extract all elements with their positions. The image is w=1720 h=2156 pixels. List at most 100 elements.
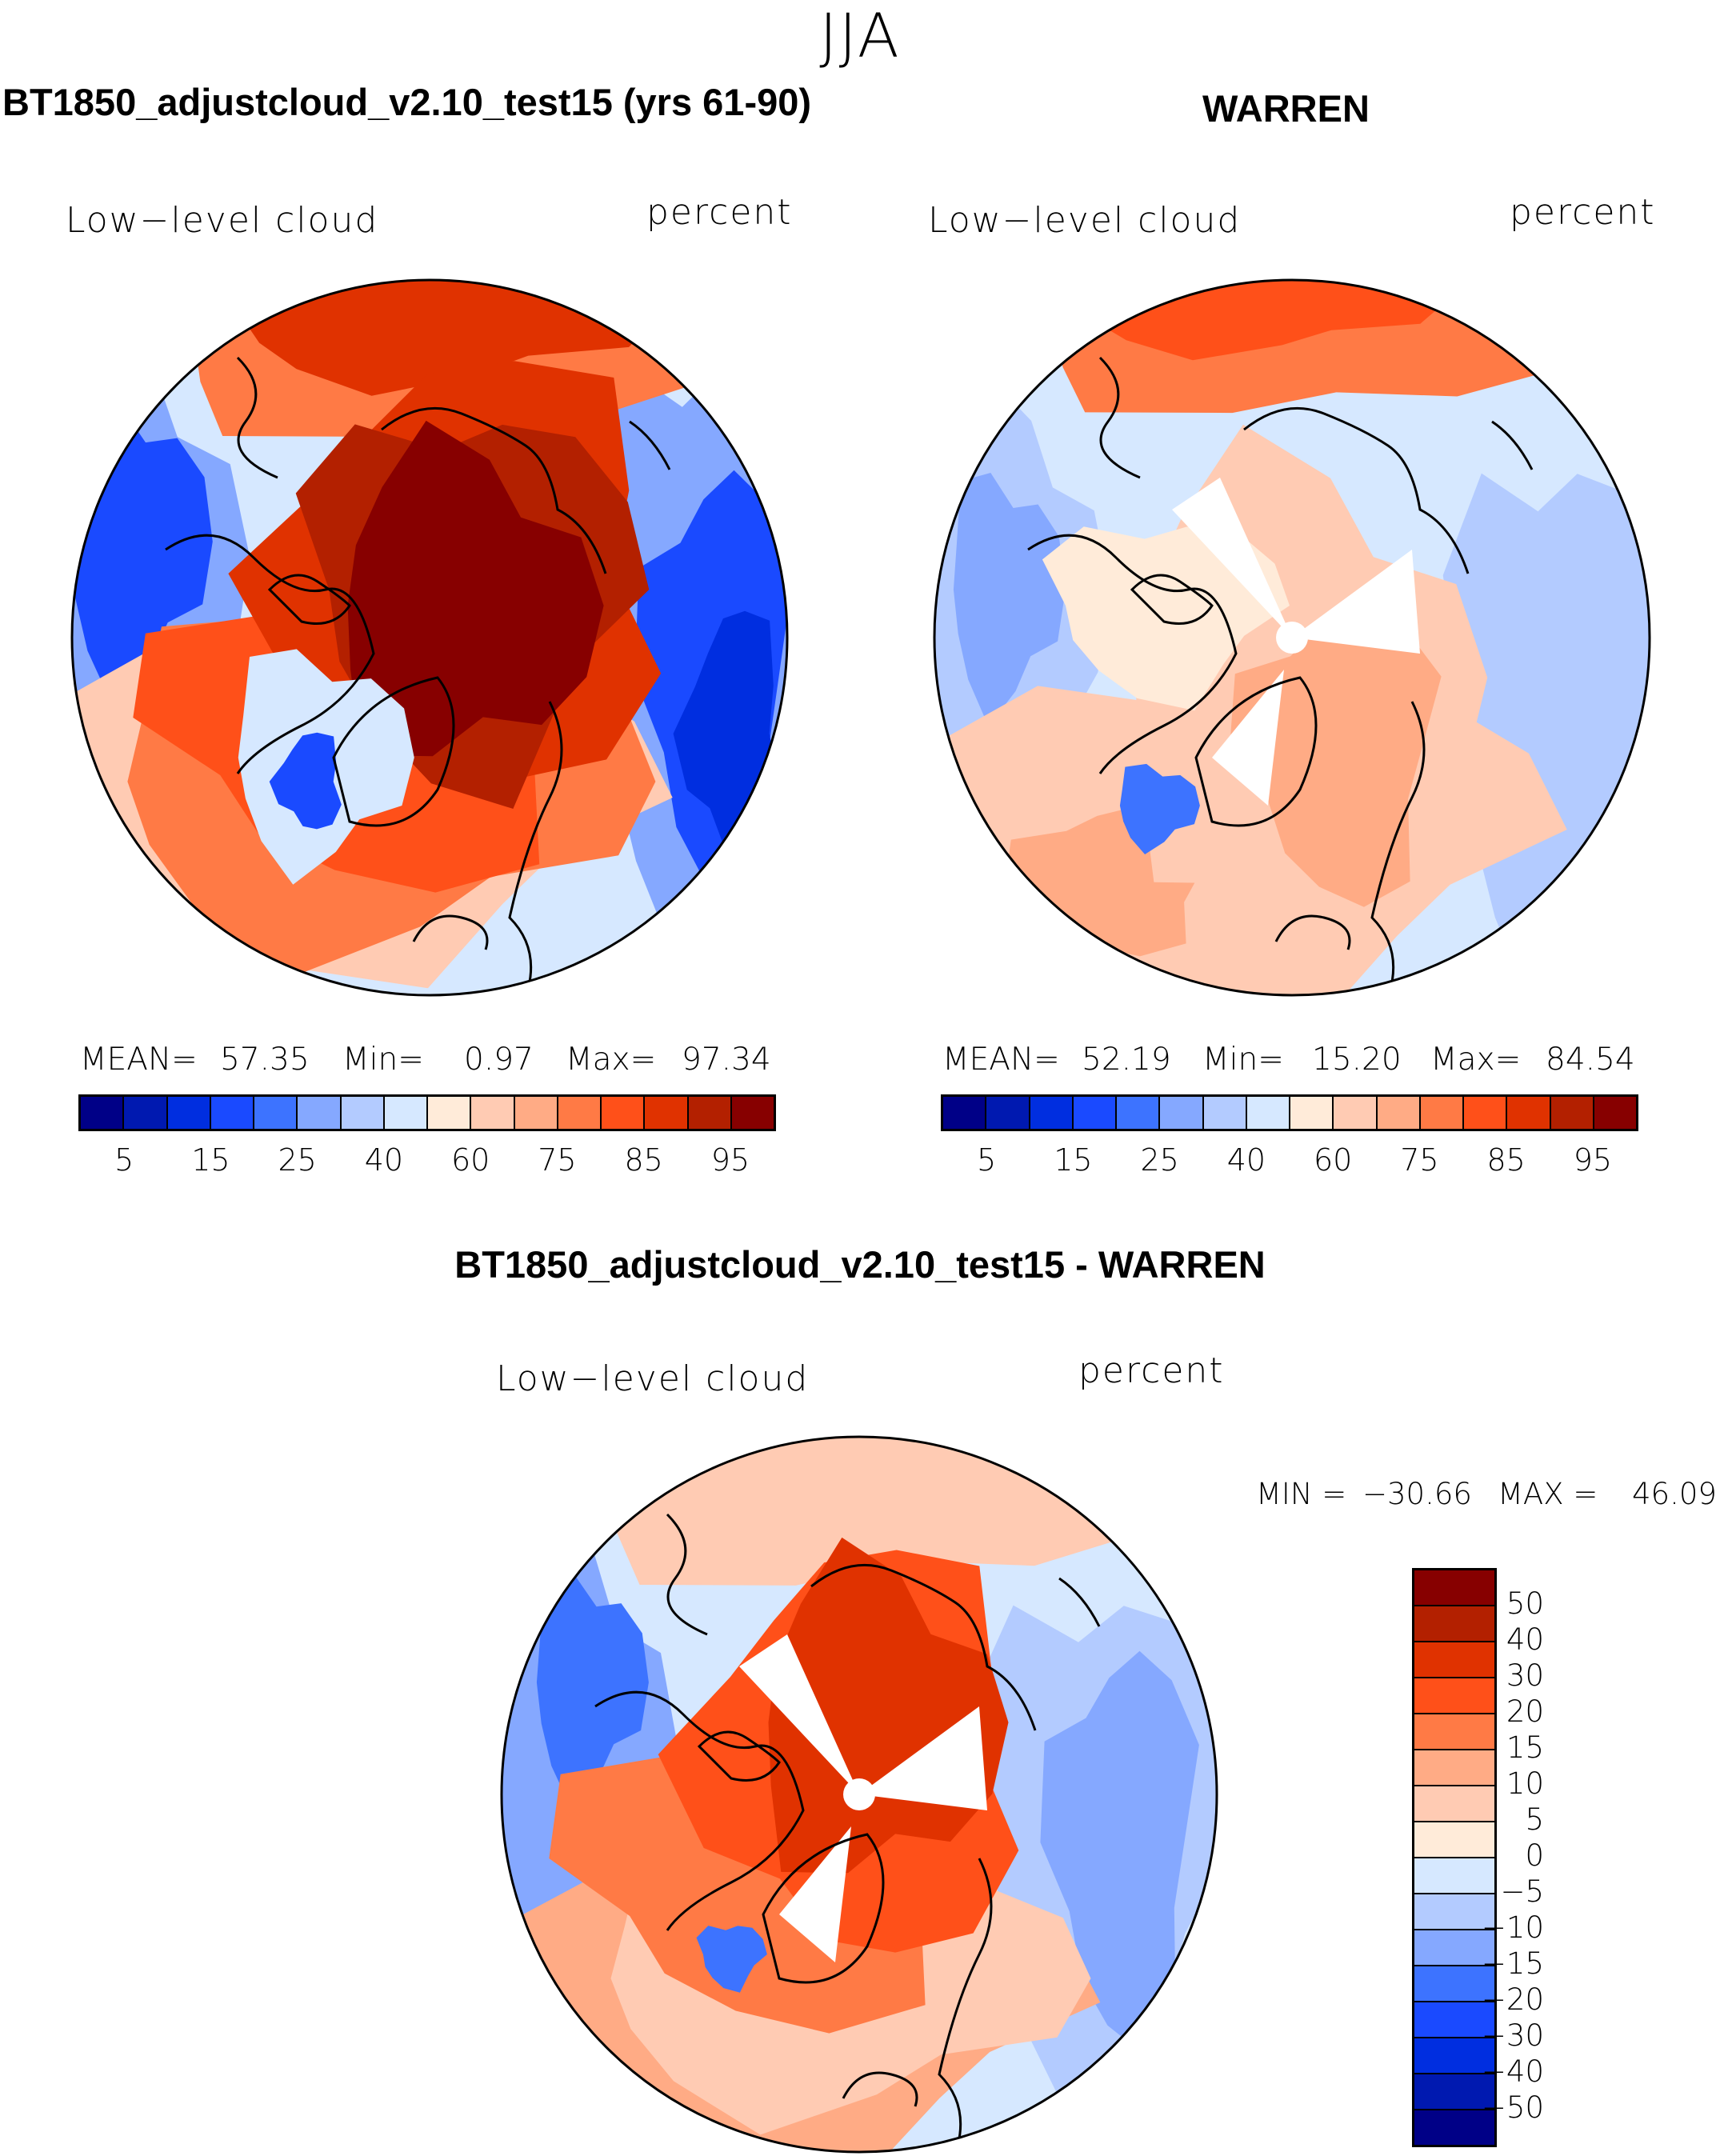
colorbar-swatch [1290, 1097, 1334, 1129]
colorbar-swatch [81, 1097, 125, 1129]
colorbar-swatch [1507, 1097, 1551, 1129]
panel3-min-value: −30.66 [1362, 1477, 1472, 1511]
colorbar-tick-label: 40 [364, 1142, 404, 1178]
panel2-variable-label: Low−level cloud [928, 200, 1242, 241]
colorbar-swatch [428, 1097, 472, 1129]
colorbar-swatch [1414, 1858, 1494, 1894]
coastline [332, 676, 455, 827]
colorbar-tick-label: 95 [710, 1142, 750, 1178]
panel1-max-value: 97.34 [682, 1042, 771, 1078]
colorbar-swatch [167, 1097, 211, 1129]
contour-region [1040, 1650, 1199, 2053]
colorbar-tick-label: −15 [1481, 1946, 1544, 1981]
colorbar-swatch [1203, 1097, 1247, 1129]
colorbar-swatch [645, 1097, 689, 1129]
colorbar-swatch [731, 1097, 774, 1129]
colorbar-swatch [1594, 1097, 1636, 1129]
coastline [1194, 676, 1318, 827]
colorbar-swatch [1246, 1097, 1290, 1129]
panel1-min-value: 0.97 [464, 1042, 534, 1078]
colorbar-tick-label: 5 [977, 1142, 997, 1178]
contour-region [536, 1574, 649, 1810]
colorbar-swatch [688, 1097, 732, 1129]
colorbar-swatch [1414, 1606, 1494, 1642]
contour-region [953, 473, 1066, 726]
missing-data-mask [859, 1706, 987, 1810]
panel1-variable-label: Low−level cloud [66, 200, 379, 241]
panel2-mean-label: MEAN= [942, 1042, 1060, 1078]
colorbar-tick-label: −5 [1500, 1874, 1544, 1909]
colorbar-swatch [1030, 1097, 1074, 1129]
coastline [629, 420, 671, 470]
coastline [412, 914, 489, 950]
panel3-units-label: percent [1078, 1350, 1225, 1391]
pole-mask [843, 1778, 875, 1810]
colorbar-swatch [341, 1097, 385, 1129]
figure-season-title: JJA [819, 0, 901, 71]
colorbar-tick-label: −30 [1481, 2018, 1544, 2053]
colorbar-tick-label: 10 [1506, 1766, 1544, 1801]
colorbar-swatch [1414, 1930, 1494, 1966]
map-boundary [500, 1435, 1218, 2154]
colorbar-tick-label: 20 [1506, 1694, 1544, 1729]
colorbar-tick-label: 15 [1506, 1730, 1544, 1765]
colorbar-swatch [1550, 1097, 1594, 1129]
colorbar-swatch [943, 1097, 987, 1129]
panel3-max-label: MAX = [1498, 1477, 1598, 1511]
colorbar-swatch [986, 1097, 1030, 1129]
panel1-colorbar [78, 1094, 776, 1131]
contour-region [347, 420, 604, 757]
panel1-max-label: Max= [566, 1042, 657, 1078]
colorbar-swatch [558, 1097, 602, 1129]
panel3-max-value: 46.09 [1632, 1477, 1717, 1511]
coastline [1274, 914, 1351, 950]
contour-fill-group [72, 280, 787, 995]
map-boundary [933, 278, 1651, 997]
colorbar-tick-label: 30 [1506, 1658, 1544, 1693]
colorbar-tick-label: 40 [1226, 1142, 1266, 1178]
contour-region [269, 732, 342, 830]
coastline [267, 574, 351, 625]
colorbar-swatch [384, 1097, 428, 1129]
panel2-min-label: Min= [1202, 1042, 1284, 1078]
panel2-title: WARREN [1202, 87, 1370, 130]
colorbar-swatch [1420, 1097, 1464, 1129]
colorbar-swatch [1414, 2074, 1494, 2110]
colorbar-tick-label: 40 [1506, 1622, 1544, 1657]
coastline [1058, 1577, 1101, 1627]
contour-region [1442, 473, 1650, 995]
colorbar-tick-label: 15 [191, 1142, 230, 1178]
missing-data-mask [1212, 670, 1284, 806]
colorbar-swatch [514, 1097, 558, 1129]
panel2-max-label: Max= [1430, 1042, 1522, 1078]
colorbar-swatch [1334, 1097, 1378, 1129]
colorbar-tick-label: 75 [538, 1142, 577, 1178]
missing-data-mask [739, 1634, 859, 1794]
panel3-polar-map [500, 1435, 1218, 2154]
panel1-title: BT1850_adjustcloud_v2.10_test15 (yrs 61-… [2, 81, 812, 123]
panel2-colorbar [941, 1094, 1638, 1131]
colorbar-swatch [1414, 1714, 1494, 1750]
colorbar-tick-label: 75 [1400, 1142, 1439, 1178]
colorbar-tick-label: −10 [1481, 1910, 1544, 1945]
coastline [165, 534, 375, 774]
colorbar-swatch [1377, 1097, 1421, 1129]
missing-data-mask [1172, 478, 1292, 638]
panel2-units-label: percent [1510, 192, 1656, 233]
colorbar-swatch [1414, 1894, 1494, 1930]
coastline [666, 1513, 708, 1636]
colorbar-tick-label: 25 [1140, 1142, 1179, 1178]
missing-data-mask [1292, 550, 1420, 654]
panel2-polar-map [933, 278, 1651, 997]
colorbar-swatch [124, 1097, 168, 1129]
colorbar-swatch [1117, 1097, 1161, 1129]
colorbar-tick-label: 15 [1054, 1142, 1093, 1178]
colorbar-swatch [1414, 1678, 1494, 1714]
coastline [810, 1563, 1037, 1731]
missing-data-mask [779, 1826, 851, 1962]
coastline [1243, 406, 1470, 574]
colorbar-swatch [1414, 1966, 1494, 2002]
colorbar-swatch [1414, 1570, 1494, 1606]
colorbar-tick-label: 60 [1313, 1142, 1353, 1178]
colorbar-tick-label: 25 [278, 1142, 317, 1178]
